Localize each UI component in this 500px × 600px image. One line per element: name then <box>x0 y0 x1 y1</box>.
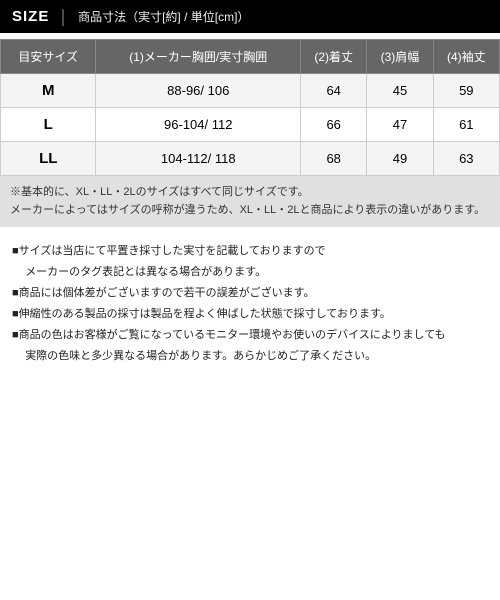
note-line-cont: メーカーのタグ表記とは異なる場合があります。 <box>12 262 488 283</box>
length-cell: 68 <box>301 142 367 176</box>
gray-note-line2: メーカーによってはサイズの呼称が違うため、XL・LL・2Lと商品により表示の違い… <box>10 202 490 220</box>
size-table: 目安サイズ (1)メーカー胸囲/実寸胸囲 (2)着丈 (3)肩幅 (4)袖丈 M… <box>0 39 500 176</box>
size-header-subtitle: 商品寸法（実寸[約] / 単位[cm]） <box>78 8 249 25</box>
list-item: ■サイズは当店にて平置き採寸した実寸を記載しておりますので <box>12 241 488 262</box>
note-line-cont: 実際の色味と多少異なる場合があります。あらかじめご了承ください。 <box>12 346 488 367</box>
table-row: L 96-104/ 112 66 47 61 <box>1 108 500 142</box>
list-item: ■商品の色はお客様がご覧になっているモニター環境やお使いのデバイスによりましても <box>12 325 488 346</box>
size-cell: LL <box>1 142 96 176</box>
note-line: ■サイズは当店にて平置き採寸した実寸を記載しておりますので <box>12 241 326 262</box>
sleeve-cell: 61 <box>433 108 499 142</box>
gray-note-line1: ※基本的に、XL・LL・2Lのサイズはすべて同じサイズです。 <box>10 184 490 202</box>
size-col-header-sleeve: (4)袖丈 <box>433 40 499 74</box>
sleeve-cell: 63 <box>433 142 499 176</box>
note-line: ■商品の色はお客様がご覧になっているモニター環境やお使いのデバイスによりましても <box>12 325 446 346</box>
table-row: LL 104-112/ 118 68 49 63 <box>1 142 500 176</box>
chest-cell: 88-96/ 106 <box>96 74 301 108</box>
size-col-header-size: 目安サイズ <box>1 40 96 74</box>
size-cell: L <box>1 108 96 142</box>
note-line: ■商品には個体差がございますので若干の誤差がございます。 <box>12 283 315 304</box>
list-item: ■伸縮性のある製品の採寸は製品を程よく伸ばした状態で採寸しております。 <box>12 304 488 325</box>
size-col-header-shoulder: (3)肩幅 <box>367 40 433 74</box>
note-line: ■伸縮性のある製品の採寸は製品を程よく伸ばした状態で採寸しております。 <box>12 304 391 325</box>
chest-cell: 96-104/ 112 <box>96 108 301 142</box>
notes-list: ■サイズは当店にて平置き採寸した実寸を記載しておりますので メーカーのタグ表記と… <box>0 227 500 386</box>
chest-cell: 104-112/ 118 <box>96 142 301 176</box>
size-header-divider: │ <box>59 9 68 25</box>
size-chart-container: SIZE │ 商品寸法（実寸[約] / 単位[cm]） 目安サイズ (1)メーカ… <box>0 0 500 387</box>
size-cell: M <box>1 74 96 108</box>
size-col-header-chest: (1)メーカー胸囲/実寸胸囲 <box>96 40 301 74</box>
length-cell: 64 <box>301 74 367 108</box>
sleeve-cell: 59 <box>433 74 499 108</box>
size-table-header-row: 目安サイズ (1)メーカー胸囲/実寸胸囲 (2)着丈 (3)肩幅 (4)袖丈 <box>1 40 500 74</box>
table-row: M 88-96/ 106 64 45 59 <box>1 74 500 108</box>
shoulder-cell: 49 <box>367 142 433 176</box>
size-header-title: SIZE <box>12 8 49 25</box>
list-item: ■商品には個体差がございますので若干の誤差がございます。 <box>12 283 488 304</box>
shoulder-cell: 47 <box>367 108 433 142</box>
size-header-bar: SIZE │ 商品寸法（実寸[約] / 単位[cm]） <box>0 0 500 33</box>
size-col-header-length: (2)着丈 <box>301 40 367 74</box>
gray-note-block: ※基本的に、XL・LL・2Lのサイズはすべて同じサイズです。 メーカーによっては… <box>0 176 500 227</box>
length-cell: 66 <box>301 108 367 142</box>
shoulder-cell: 45 <box>367 74 433 108</box>
